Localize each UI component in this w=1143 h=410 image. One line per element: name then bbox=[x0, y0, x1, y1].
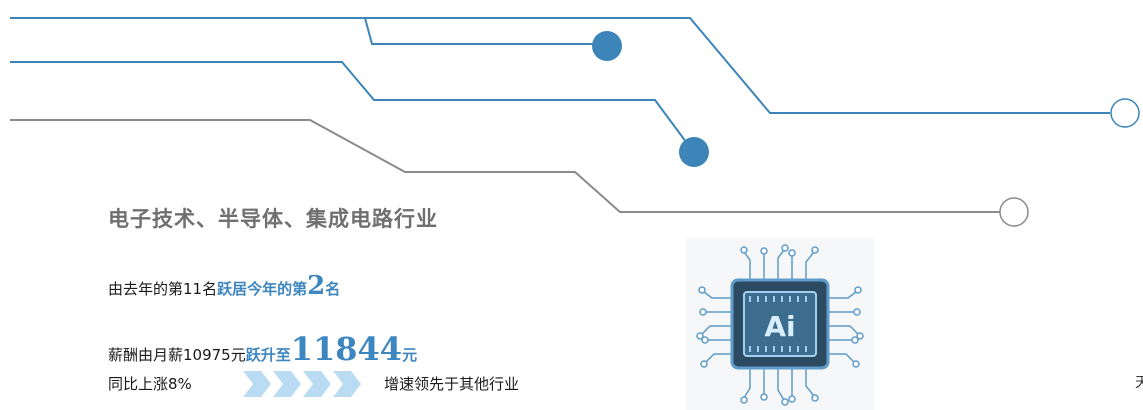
rank-prefix: 由去年的第11名 bbox=[108, 280, 218, 298]
circuit-node-hollow-gray bbox=[999, 197, 1029, 227]
circuit-node-filled-1 bbox=[592, 31, 622, 61]
circuit-line-top bbox=[10, 17, 1110, 114]
chip-label: Ai bbox=[764, 310, 795, 343]
industry-title: 电子技术、半导体、集成电路行业 bbox=[108, 207, 438, 231]
ai-chip-icon: Ai bbox=[686, 238, 874, 410]
salary-unit: 元 bbox=[402, 346, 418, 364]
rank-suffix: 名 bbox=[325, 280, 341, 298]
growth-text: 同比上涨8% bbox=[108, 375, 192, 393]
salary-prefix: 薪酬由月薪10975元 bbox=[108, 346, 246, 364]
edge-text-fragment: 天 bbox=[1135, 375, 1143, 391]
rank-statement: 由去年的第11名跃居今年的第2名 bbox=[108, 271, 340, 301]
rank-jump-text: 跃居今年的第 bbox=[217, 280, 308, 298]
salary-jump-text: 跃升至 bbox=[245, 346, 291, 364]
growth-lead-text: 增速领先于其他行业 bbox=[384, 375, 520, 393]
circuit-line-second bbox=[364, 17, 605, 45]
circuit-node-hollow-right bbox=[1110, 98, 1140, 128]
salary-amount: 11844 bbox=[290, 330, 403, 368]
chevron-arrows-icon bbox=[243, 371, 361, 397]
circuit-line-third bbox=[10, 61, 693, 151]
rank-number: 2 bbox=[307, 271, 326, 301]
circuit-line-gray bbox=[10, 119, 1000, 213]
salary-statement: 薪酬由月薪10975元跃升至11844元 bbox=[108, 330, 417, 368]
circuit-node-filled-2 bbox=[679, 137, 709, 167]
